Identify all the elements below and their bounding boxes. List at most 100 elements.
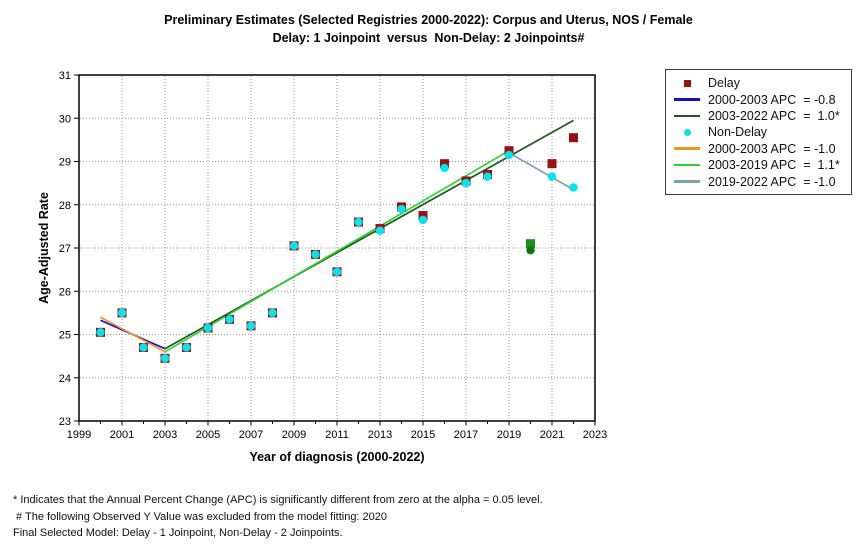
x-tick-label-2021: 2021 [540, 429, 564, 441]
delay-observed-point-2015 [418, 211, 428, 221]
x-tick-label-2017: 2017 [454, 429, 478, 441]
y-tick-label-31: 31 [59, 70, 71, 82]
nondelay-excluded-point-2020 [526, 245, 535, 255]
nondelay-fit-2019-2022 [508, 152, 574, 191]
nondelay-observed-point-2009 [289, 241, 299, 251]
delay-observed-point-2016 [440, 159, 449, 169]
delay-excluded-point-2020 [526, 239, 535, 249]
legend-sample-4 [666, 147, 708, 151]
footnote-significance: * Indicates that the Annual Percent Chan… [13, 494, 543, 506]
x-tick-labels: 1999 2001 2003 2005 2007 2009 2011 2013 2015 2017… [67, 429, 607, 441]
legend-line-marker-icon [674, 98, 700, 101]
footnote-excluded-year: # The following Observed Y Value was exc… [13, 510, 388, 523]
y-tick-label-30: 30 [59, 113, 71, 125]
legend-sample-2 [666, 114, 708, 118]
x-tick-label-2005: 2005 [196, 429, 220, 441]
chart-title-line1: Preliminary Estimates (Selected Registri… [164, 13, 693, 27]
x-tick-label-2015: 2015 [411, 429, 435, 441]
legend-sample-3 [666, 128, 708, 136]
x-tick-label-2007: 2007 [239, 429, 263, 441]
nondelay-observed-point-2014 [397, 204, 406, 214]
nondelay-observed-point-2021 [547, 172, 557, 181]
nondelay-observed-point-2005 [203, 323, 213, 333]
y-tick-labels: 23 24 25 26 27 28 29 30 31 [59, 70, 71, 428]
chart-title-line2: Delay: 1 Joinpoint versus Non-Delay: 2 J… [272, 31, 585, 45]
fit-lines [100, 119, 574, 353]
nondelay-observed-point-2008 [268, 308, 277, 318]
delay-fit-2003-2022 [164, 119, 574, 350]
nondelay-observed-point-2010 [311, 250, 320, 259]
x-tick-label-2013: 2013 [368, 429, 392, 441]
nondelay-observed-series [96, 150, 578, 363]
gridlines [80, 76, 594, 420]
nondelay-observed-point-2019 [504, 150, 514, 160]
y-tick-label-29: 29 [59, 157, 71, 169]
legend-item-4: 2000-2003 APC = -1.0 [666, 141, 851, 157]
legend-sample-1 [666, 98, 708, 101]
nondelay-observed-point-2013 [375, 226, 385, 235]
legend-item-5: 2003-2019 APC = 1.1* [666, 157, 851, 173]
delay-observed-point-2019 [504, 146, 514, 156]
y-tick-label-23: 23 [59, 416, 71, 428]
legend-circle-marker-icon [683, 128, 691, 136]
nondelay-observed-point-2006 [225, 315, 234, 324]
y-tick-label-26: 26 [59, 286, 71, 298]
x-tick-label-2019: 2019 [497, 429, 521, 441]
y-tick-label-27: 27 [59, 243, 71, 255]
nondelay-fit-2000-2003 [100, 316, 166, 353]
legend-item-6: 2019-2022 APC = -1.0 [666, 173, 851, 189]
y-tick-label-28: 28 [59, 200, 71, 212]
legend-sample-6 [666, 180, 708, 183]
x-tick-label-2003: 2003 [153, 429, 177, 441]
nondelay-observed-point-2004 [182, 343, 191, 352]
axis-ticks [74, 74, 596, 426]
x-tick-label-1999: 1999 [67, 429, 91, 441]
nondelay-observed-point-2011 [332, 267, 342, 276]
legend-label-2: 2003-2022 APC = 1.0* [708, 108, 840, 123]
legend-label-4: 2000-2003 APC = -1.0 [708, 141, 836, 156]
nondelay-observed-point-2018 [483, 172, 492, 181]
x-tick-label-2009: 2009 [282, 429, 306, 441]
x-axis-title: Year of diagnosis (2000-2022) [249, 450, 425, 464]
delay-observed-point-2021 [547, 159, 557, 169]
x-tick-label-2011: 2011 [325, 429, 349, 441]
delay-excluded-series [526, 239, 535, 249]
legend-label-5: 2003-2019 APC = 1.1* [708, 158, 840, 173]
y-axis-title: Age-Adjusted Rate [37, 192, 51, 304]
x-tick-label-2023: 2023 [583, 429, 607, 441]
legend-label-0: Delay [708, 76, 740, 91]
nondelay-observed-point-2001 [117, 308, 127, 318]
nondelay-excluded-series [526, 245, 535, 255]
legend-item-0: Delay [666, 75, 851, 91]
nondelay-observed-point-2000 [96, 328, 105, 337]
legend-label-1: 2000-2003 APC = -0.8 [708, 92, 836, 107]
footnotes: * Indicates that the Annual Percent Chan… [13, 492, 543, 542]
footnote-final-model: Final Selected Model: Delay - 1 Joinpoin… [13, 527, 343, 539]
y-tick-label-25: 25 [59, 330, 71, 342]
nondelay-observed-point-2002 [139, 343, 148, 352]
nondelay-observed-point-2015 [418, 215, 428, 225]
nondelay-observed-point-2007 [246, 321, 256, 331]
legend-item-3: Non-Delay [666, 124, 851, 140]
nondelay-fit-2003-2019 [164, 149, 510, 353]
legend-line-marker-icon [674, 180, 700, 183]
delay-observed-point-2022 [569, 133, 578, 143]
legend-item-2: 2003-2022 APC = 1.0* [666, 108, 851, 124]
nondelay-observed-point-2012 [354, 217, 363, 227]
nondelay-observed-point-2016 [440, 163, 449, 173]
legend-sample-5 [666, 163, 708, 167]
legend-label-3: Non-Delay [708, 125, 768, 140]
x-tick-label-2001: 2001 [110, 429, 134, 441]
legend-square-marker-icon [683, 79, 691, 87]
legend: Delay 2000-2003 APC = -0.8 2003-2022 APC =… [665, 69, 852, 195]
nondelay-observed-point-2022 [569, 183, 578, 192]
legend-line-marker-icon [674, 114, 700, 118]
legend-line-marker-icon [674, 147, 700, 151]
nondelay-observed-point-2017 [461, 178, 471, 188]
legend-item-1: 2000-2003 APC = -0.8 [666, 91, 851, 107]
y-tick-label-24: 24 [59, 373, 71, 385]
legend-line-marker-icon [674, 163, 700, 167]
legend-label-6: 2019-2022 APC = -1.0 [708, 174, 836, 189]
